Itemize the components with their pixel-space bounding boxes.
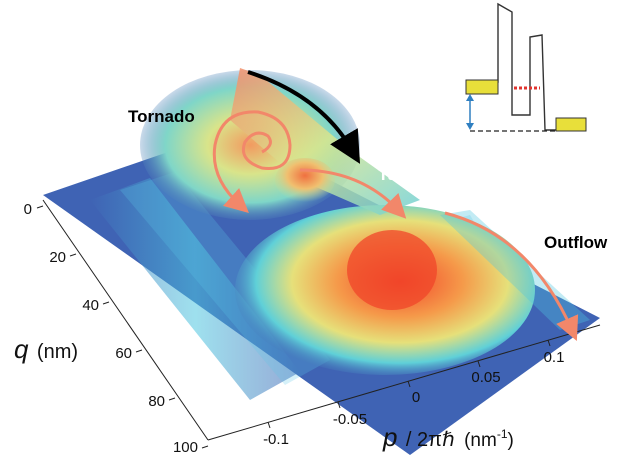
q-tick-40: 40 (82, 297, 99, 314)
q-tick-20: 20 (49, 249, 66, 266)
tunneling-label: Tunneling (378, 165, 458, 184)
outflow-arrow (444, 211, 579, 341)
ridge (230, 68, 420, 215)
tornado-label: Tornado (128, 107, 195, 126)
outflow-label: Outflow (544, 233, 608, 252)
flow-arrows (212, 70, 579, 341)
surface (43, 68, 600, 455)
small-peak (275, 158, 335, 202)
p-tick-neg0.1: -0.1 (263, 431, 289, 448)
p-tick-neg0.05: -0.05 (333, 411, 367, 428)
q-axis: 0 20 40 60 80 100 q (nm) (14, 201, 209, 456)
q-tick-100: 100 (173, 439, 198, 456)
tunneling-arrow (299, 168, 407, 219)
p-tick-0.1: 0.1 (544, 349, 565, 366)
q-axis-label: q (nm) (14, 334, 78, 364)
tornado-spiral (212, 110, 292, 214)
p-axis-label: p / 2πℏ (nm-1) (382, 422, 514, 452)
p-tick-0: 0 (412, 389, 420, 406)
black-arrow (247, 70, 361, 164)
barrier-potential (468, 2, 558, 131)
left-reservoir (465, 79, 499, 95)
q-tick-0: 0 (24, 201, 32, 218)
axis-frame (42, 199, 601, 441)
right-reservoir (555, 117, 587, 132)
p-tick-0.05: 0.05 (471, 369, 500, 386)
q-tick-60: 60 (115, 345, 132, 362)
q-tick-80: 80 (148, 393, 165, 410)
double-barrier-inset (465, 2, 587, 132)
p-axis: -0.1 -0.05 0 0.05 0.1 p / 2πℏ (nm-1) (263, 339, 565, 452)
